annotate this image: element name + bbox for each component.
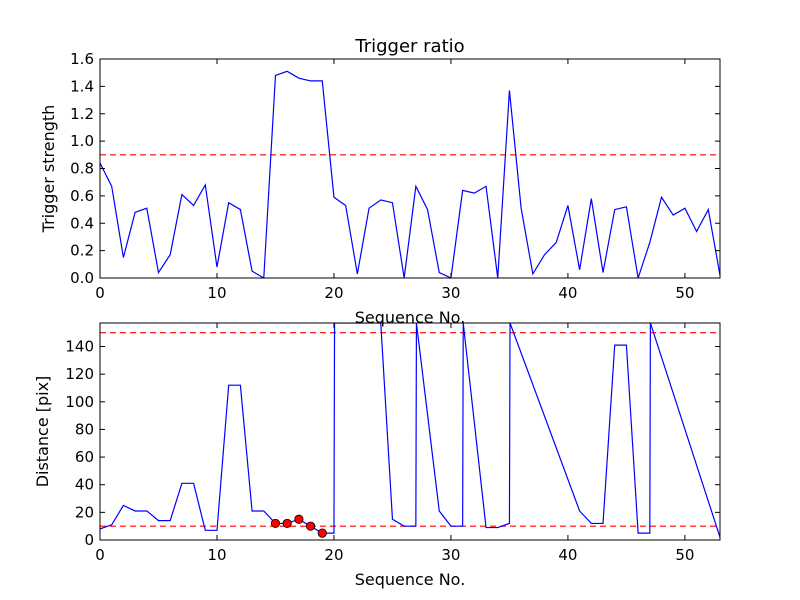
plot-area	[100, 70, 720, 278]
y-tick-label: 40	[75, 476, 94, 494]
x-tick-label: 10	[207, 546, 226, 564]
y-tick-label: 1.2	[70, 105, 94, 123]
plot-area	[100, 323, 720, 538]
x-tick-label: 10	[207, 284, 226, 302]
y-tick-label: 1.6	[70, 50, 94, 68]
distance-axes: 0 10 20 30 40 50 0 20 40 60 80 100 120 140 Sequence No…	[33, 322, 721, 589]
y-tick-label: 140	[65, 337, 94, 355]
series-line-0	[100, 323, 720, 538]
y-tick-label: 0.6	[70, 187, 94, 205]
x-tick-label: 30	[441, 546, 460, 564]
y-axis-label: Distance [pix]	[33, 376, 52, 488]
y-tick-label: 0.4	[70, 214, 94, 232]
y-tick-label: 0.8	[70, 160, 94, 178]
x-tick-label: 40	[558, 546, 577, 564]
y-tick-label: 20	[75, 503, 94, 521]
y-tick-label: 0	[84, 531, 94, 549]
series-line-0	[100, 70, 720, 278]
x-tick-label: 50	[675, 546, 694, 564]
trigger-ratio-axes: 0 10 20 30 40 50 0.0 0.2 0.4 0.6 0.8 1.0 1.2 1.4 1.6 Tr…	[39, 36, 721, 327]
data-point-3	[305, 521, 316, 531]
data-point-2	[294, 514, 304, 524]
y-tick-label: 0.2	[70, 242, 94, 260]
y-tick-label: 100	[65, 393, 94, 411]
x-tick-label: 20	[324, 284, 343, 302]
data-point-1	[282, 518, 292, 529]
axes-frame	[99, 58, 721, 279]
chart-title: Trigger ratio	[354, 36, 464, 57]
axes-frame	[99, 322, 721, 541]
y-tick-label: 80	[75, 420, 94, 438]
x-tick-label: 50	[675, 284, 694, 302]
y-tick-label: 1.4	[70, 77, 94, 95]
y-tick-label: 0.0	[70, 269, 94, 287]
data-point-0	[270, 518, 281, 529]
x-tick-label: 0	[95, 546, 105, 564]
x-tick-label: 0	[95, 284, 105, 302]
x-tick-label: 20	[324, 546, 343, 564]
data-point-4	[317, 528, 327, 538]
x-axis-label: Sequence No.	[355, 308, 466, 327]
x-axis-label: Sequence No.	[355, 570, 466, 589]
y-tick-label: 120	[65, 365, 94, 383]
y-tick-label: 1.0	[70, 132, 94, 150]
y-axis-label: Trigger strength	[39, 105, 58, 234]
y-tick-label: 60	[75, 448, 94, 466]
x-tick-label: 40	[558, 284, 577, 302]
x-tick-label: 30	[441, 284, 460, 302]
